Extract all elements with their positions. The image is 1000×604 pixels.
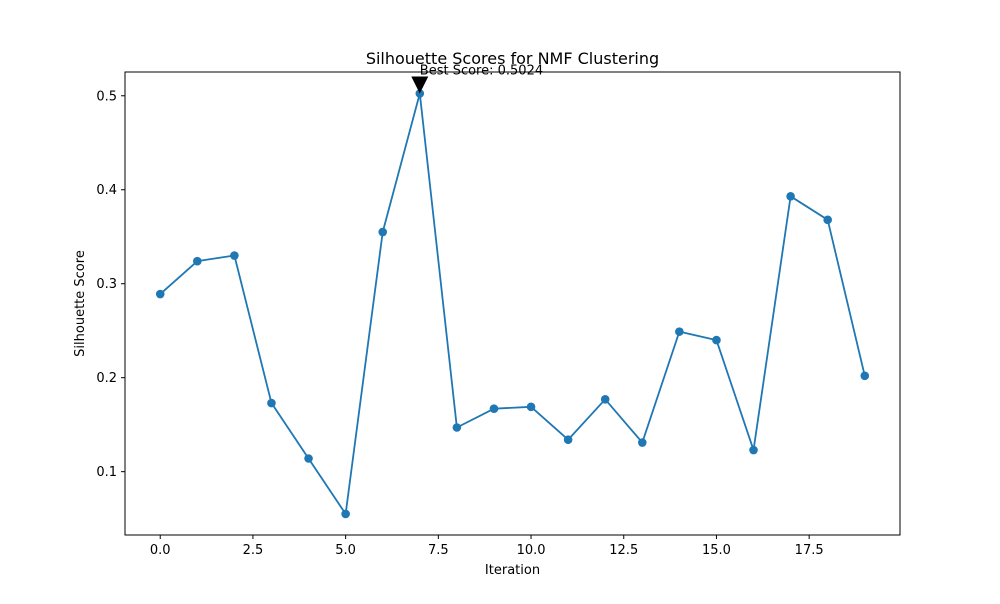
series-line <box>159 92 866 515</box>
data-point <box>378 227 388 237</box>
x-tick-label: 17.5 <box>795 543 824 558</box>
x-tick-label: 2.5 <box>243 543 264 558</box>
data-point <box>230 251 239 260</box>
x-tick-label: 5.0 <box>335 543 356 558</box>
data-point <box>267 398 276 408</box>
data-point <box>526 402 536 412</box>
y-tick-label: 0.3 <box>96 277 117 292</box>
x-axis-label: Iteration <box>485 563 540 578</box>
annotation-layer: Best Score: 0.5024 <box>411 64 543 94</box>
data-point <box>193 256 202 266</box>
y-axis-label: Silhouette Score <box>73 250 88 357</box>
data-point <box>452 423 462 432</box>
data-point <box>304 454 313 463</box>
plot-area <box>155 89 870 519</box>
data-point <box>675 327 684 336</box>
data-point <box>155 289 165 299</box>
y-tick-label: 0.4 <box>96 183 117 198</box>
data-point <box>563 435 573 445</box>
y-tick-label: 0.1 <box>96 465 117 480</box>
plot-frame <box>124 71 901 536</box>
data-point <box>489 404 499 414</box>
y-axis: 0.1 0.2 0.3 0.4 0.5 <box>96 89 125 480</box>
data-point <box>786 192 795 201</box>
data-point <box>823 215 832 225</box>
annotation-text: Best Score: 0.5024 <box>420 64 543 79</box>
data-point <box>860 371 870 381</box>
data-point <box>600 395 610 404</box>
x-tick-label: 12.5 <box>609 543 638 558</box>
data-point <box>637 438 647 447</box>
x-tick-label: 10.0 <box>517 543 546 558</box>
chart-title: Silhouette Scores for NMF Clustering <box>366 49 659 68</box>
data-point <box>415 89 425 98</box>
data-point <box>749 445 758 455</box>
y-tick-label: 0.5 <box>96 89 117 104</box>
x-axis: 0.0 2.5 5.0 7.5 10.0 12.5 15.0 17.5 <box>150 535 824 558</box>
x-tick-label: 7.5 <box>428 543 449 558</box>
data-point <box>341 509 350 519</box>
x-tick-label: 15.0 <box>702 543 731 558</box>
data-point <box>712 335 721 345</box>
annotation-arrow <box>411 76 429 94</box>
y-tick-label: 0.2 <box>96 371 117 386</box>
x-tick-label: 0.0 <box>150 543 171 558</box>
